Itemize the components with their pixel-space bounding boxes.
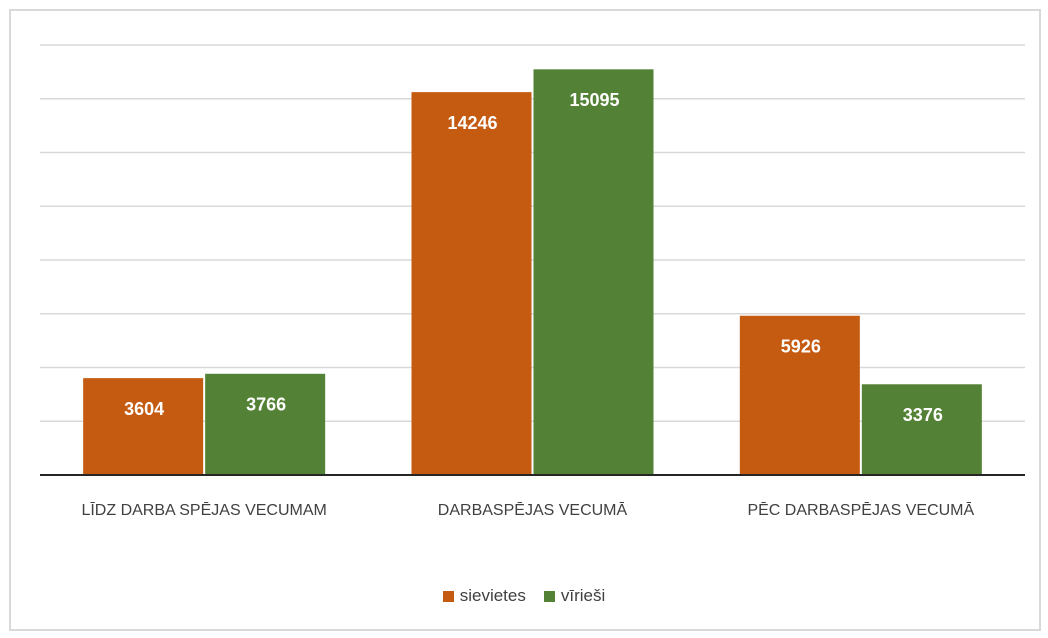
legend-item: sievietes <box>442 586 526 606</box>
data-label: 5926 <box>781 336 821 356</box>
data-label: 3376 <box>903 405 943 425</box>
bar <box>739 315 860 475</box>
legend-label: sievietes <box>459 586 526 605</box>
bar <box>861 384 982 475</box>
bar <box>533 69 654 476</box>
legend-label: vīrieši <box>560 586 606 605</box>
legend-item: vīrieši <box>543 586 606 606</box>
bar <box>83 378 204 475</box>
legend: sievietes vīrieši <box>0 586 1048 606</box>
data-label: 3604 <box>124 399 164 419</box>
data-label: 14246 <box>447 113 497 133</box>
legend-swatch <box>442 590 454 602</box>
data-label: 3766 <box>246 395 286 415</box>
data-label: 15095 <box>569 90 619 110</box>
x-tick-label: PĒC DARBASPĒJAS VECUMĀ <box>747 502 975 519</box>
legend-swatch <box>543 590 555 602</box>
x-tick-label: LĪDZ DARBA SPĒJAS VECUMAM <box>81 502 327 519</box>
bar <box>411 92 532 476</box>
bar <box>205 373 326 475</box>
x-tick-label: DARBASPĒJAS VECUMĀ <box>437 502 628 519</box>
